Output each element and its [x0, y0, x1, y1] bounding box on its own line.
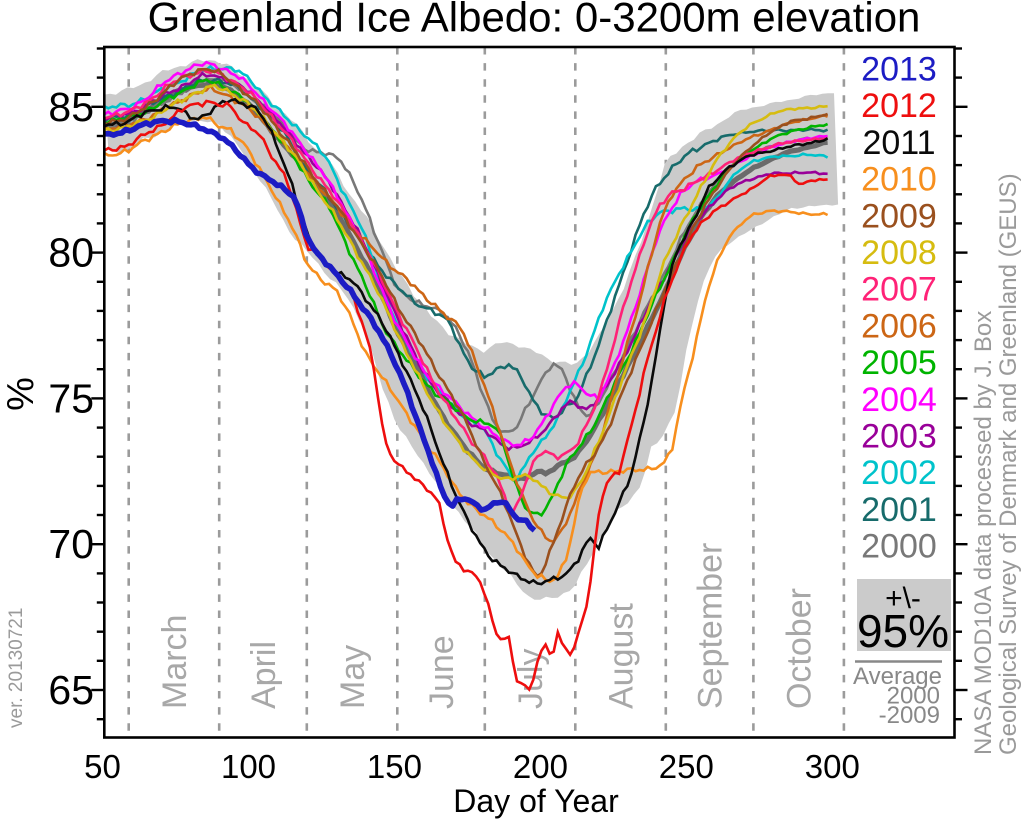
svg-text:ver. 20130721: ver. 20130721: [6, 608, 27, 728]
svg-text:95%: 95%: [857, 605, 949, 657]
svg-text:250: 250: [659, 748, 714, 785]
svg-text:May: May: [334, 645, 372, 709]
svg-text:2000: 2000: [887, 683, 940, 710]
svg-text:200: 200: [513, 748, 568, 785]
svg-text:2009: 2009: [861, 197, 937, 235]
svg-text:85: 85: [48, 84, 94, 130]
svg-text:100: 100: [221, 748, 276, 785]
svg-text:September: September: [692, 543, 730, 709]
svg-text:Average: Average: [853, 663, 942, 690]
svg-text:2011: 2011: [862, 124, 935, 162]
svg-text:-2009: -2009: [879, 702, 940, 729]
svg-text:%: %: [0, 377, 42, 411]
svg-text:2013: 2013: [861, 51, 937, 89]
svg-text:65: 65: [48, 667, 94, 713]
svg-text:2010: 2010: [861, 161, 937, 199]
svg-text:2006: 2006: [861, 307, 937, 345]
svg-text:2005: 2005: [861, 344, 937, 382]
svg-text:June: June: [423, 635, 461, 709]
svg-text:Day of Year: Day of Year: [453, 783, 619, 819]
svg-text:2008: 2008: [861, 234, 937, 272]
svg-text:50: 50: [84, 748, 121, 785]
svg-text:NASA MOD10A data processed by: NASA MOD10A data processed by J. Box: [970, 311, 997, 755]
svg-text:150: 150: [367, 748, 422, 785]
svg-text:April: April: [245, 641, 283, 709]
svg-text:Greenland Ice Albedo: 0-3200m: Greenland Ice Albedo: 0-3200m elevation: [148, 0, 921, 41]
svg-text:2002: 2002: [861, 454, 937, 492]
svg-text:300: 300: [805, 748, 860, 785]
svg-text:2000: 2000: [861, 528, 937, 566]
svg-text:2004: 2004: [861, 381, 937, 419]
svg-text:2003: 2003: [861, 418, 937, 456]
svg-text:2012: 2012: [861, 87, 937, 125]
svg-text:2007: 2007: [861, 271, 937, 309]
svg-text:80: 80: [48, 230, 94, 276]
svg-text:+\-: +\-: [885, 582, 921, 615]
svg-text:July: July: [512, 649, 550, 709]
svg-text:2001: 2001: [861, 491, 937, 529]
svg-text:August: August: [603, 603, 641, 709]
svg-text:70: 70: [48, 521, 94, 567]
svg-text:Geological Survey of Denmark a: Geological Survey of Denmark and Greenla…: [995, 173, 1022, 755]
svg-text:October: October: [781, 588, 819, 709]
svg-text:March: March: [156, 615, 194, 709]
svg-text:75: 75: [48, 375, 94, 421]
